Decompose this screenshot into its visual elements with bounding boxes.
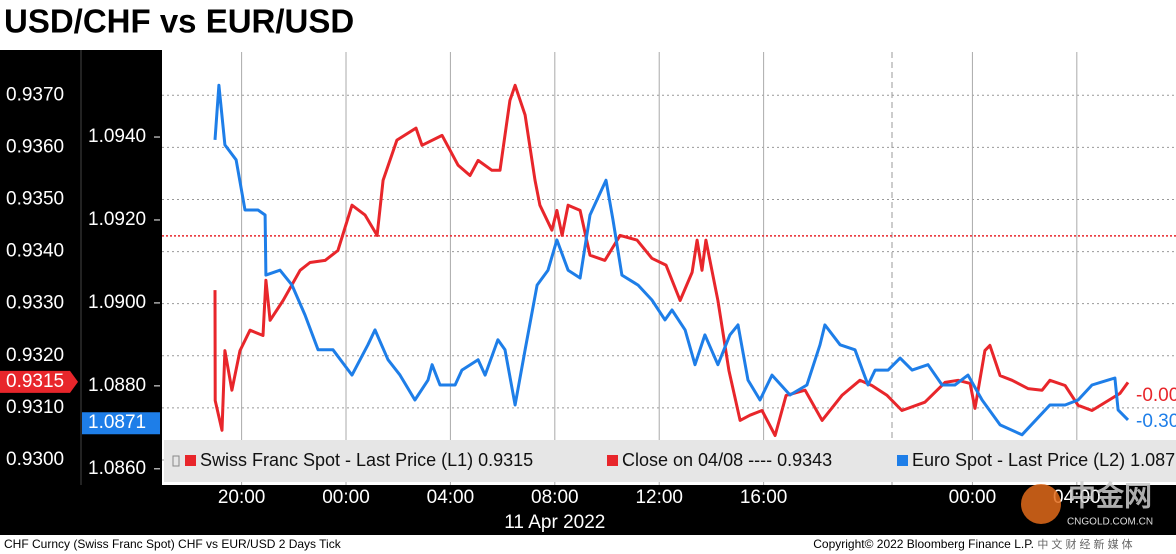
y2-tick-label: 1.0940 — [88, 126, 146, 147]
legend-swatch — [897, 455, 908, 466]
y-tick-label: 0.9350 — [6, 188, 64, 209]
legend-name: Swiss Franc Spot - Last Price (L1) — [200, 450, 473, 470]
x-tick-label: 00:00 — [322, 487, 370, 508]
footer-copyright: Copyright© 2022 Bloomberg Finance L.P. — [813, 537, 1034, 551]
x-date-label: 11 Apr 2022 — [504, 512, 605, 533]
legend-value: 0.9315 — [478, 450, 533, 470]
x-axis-panel — [0, 485, 1176, 535]
watermark-site: CNGOLD.COM.CN — [1067, 517, 1153, 528]
x-tick-label: 20:00 — [218, 487, 266, 508]
legend-label: Euro Spot - Last Price (L2) 1.0871 — [912, 450, 1176, 470]
y-tick-label: 0.9310 — [6, 397, 64, 418]
change-label: -0.00 — [1136, 385, 1176, 406]
y-tick-label: 0.9340 — [6, 241, 64, 262]
legend-swatch — [607, 455, 618, 466]
x-tick-label: 00:00 — [949, 487, 997, 508]
y2-tick-label: 1.0920 — [88, 209, 146, 230]
y-tick-label: 0.9370 — [6, 84, 64, 105]
legend — [164, 440, 1176, 482]
legend-label: Close on 04/08 ---- 0.9343 — [622, 450, 832, 470]
legend-swatch — [185, 455, 196, 466]
watermark-logo-text: 中金网 — [1068, 479, 1152, 511]
legend-value: 1.0871 — [1130, 450, 1176, 470]
last-value: 0.9315 — [6, 371, 64, 392]
x-tick-label: 16:00 — [740, 487, 788, 508]
y-tick-label: 0.9360 — [6, 136, 64, 157]
series-line — [213, 83, 1130, 437]
footer-source: CHF Curncy (Swiss Franc Spot) CHF vs EUR… — [4, 537, 342, 551]
x-tick-label: 12:00 — [635, 487, 683, 508]
last-value-tag — [82, 412, 160, 435]
legend-label: Swiss Franc Spot - Last Price (L1) 0.931… — [200, 450, 533, 470]
plot-area — [162, 52, 1176, 485]
watermark-logo — [1021, 484, 1061, 524]
y-tick-label: 0.9300 — [6, 449, 64, 470]
y2-tick-label: 1.0880 — [88, 375, 146, 396]
watermark-tagline: 中 文 财 经 新 媒 体 — [1037, 537, 1132, 551]
chart-title: USD/CHF vs EUR/USD — [4, 3, 354, 40]
legend-name: Euro Spot - Last Price (L2) — [912, 450, 1125, 470]
last-value: 1.0871 — [88, 412, 146, 433]
x-tick-label: 04:00 — [1053, 487, 1101, 508]
last-value-tag — [0, 370, 78, 393]
change-label: -0.30 — [1136, 411, 1176, 432]
y2-tick-label: 1.0860 — [88, 458, 146, 479]
legend-name: Close on 04/08 ---- — [622, 450, 772, 470]
y-tick-label: 0.9330 — [6, 293, 64, 314]
x-tick-label: 08:00 — [531, 487, 579, 508]
legend-icon — [172, 455, 180, 467]
legend-value: 0.9343 — [777, 450, 832, 470]
y2-tick-label: 1.0900 — [88, 292, 146, 313]
y-tick-label: 0.9320 — [6, 345, 64, 366]
series-line — [213, 83, 1130, 437]
x-tick-label: 04:00 — [427, 487, 475, 508]
